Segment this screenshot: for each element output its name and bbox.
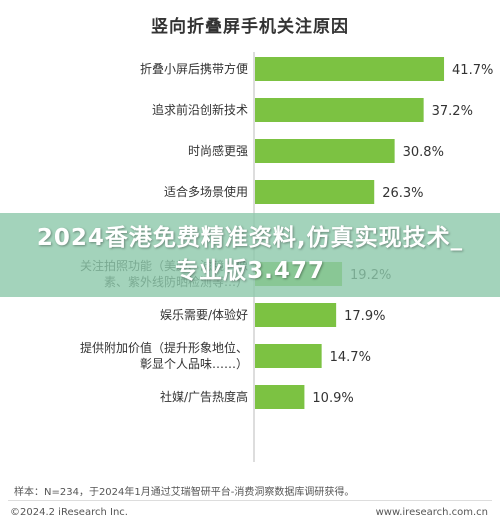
bar — [255, 98, 424, 122]
bar — [255, 57, 445, 81]
copyright: ©2024.2 iResearch Inc. — [10, 507, 128, 518]
overlay-banner-text: 2024香港免费精准资料,仿真实现技术_专业版3.477 — [36, 225, 464, 284]
bar — [255, 385, 305, 409]
bar-value-label: 30.8% — [403, 145, 444, 160]
category-label: 社媒/广告热度高 — [160, 389, 248, 404]
category-label: 时尚感更强 — [188, 143, 248, 158]
bar-value-label: 37.2% — [432, 104, 473, 119]
bar-value-label: 10.9% — [312, 391, 353, 406]
divider — [8, 500, 492, 501]
overlay-banner: 2024香港免费精准资料,仿真实现技术_专业版3.477 — [0, 213, 500, 297]
bar — [255, 303, 337, 327]
website: www.iresearch.com.cn — [375, 507, 488, 518]
bar-value-label: 14.7% — [330, 350, 371, 365]
chart-title: 竖向折叠屏手机关注原因 — [151, 17, 349, 37]
bar-value-label: 17.9% — [344, 309, 385, 324]
footnote: 样本：N=234，于2024年1月通过艾瑞智研平台-消费洞察数据库调研获得。 — [14, 487, 355, 498]
category-label: 娱乐需要/体验好 — [160, 307, 248, 322]
bar — [255, 139, 395, 163]
category-label: 适合多场景使用 — [164, 184, 248, 199]
category-label: 折叠小屏后携带方便 — [140, 61, 248, 76]
bar — [255, 180, 375, 204]
bar — [255, 344, 322, 368]
category-label: 提供附加价值（提升形象地位、彰显个人品味……） — [80, 340, 248, 371]
bar-value-label: 26.3% — [382, 186, 423, 201]
bar-value-label: 41.7% — [452, 63, 493, 78]
category-label: 追求前沿创新技术 — [152, 102, 248, 117]
